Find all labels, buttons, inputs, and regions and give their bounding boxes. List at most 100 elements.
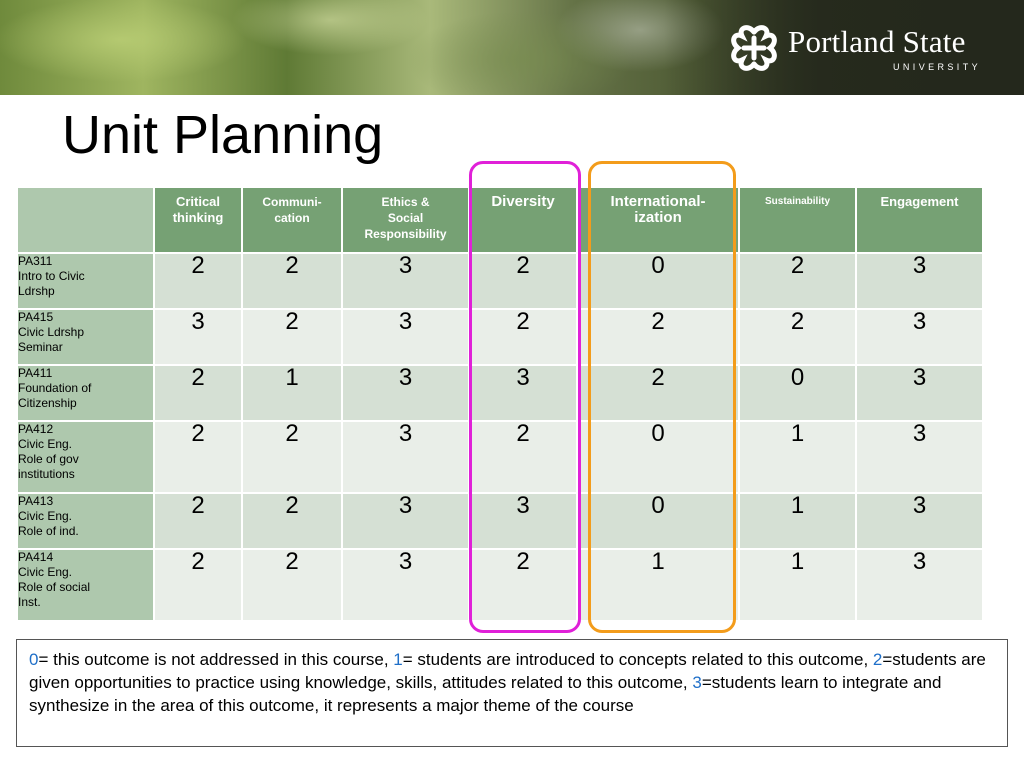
legend-number: 2 (872, 650, 883, 669)
table-row: PA414 Civic Eng. Role of social Inst. 2 2 3 2 1 1… (16, 548, 984, 622)
score-cell: 2 (468, 252, 578, 310)
legend-text: =students learn to integrate and synthes… (29, 673, 942, 715)
score-cell: 0 (576, 420, 740, 494)
column-header: International-ization (576, 186, 740, 254)
column-header-line: Engagement (880, 194, 959, 209)
column-header-line: International- (610, 193, 706, 210)
score-cell: 1 (738, 420, 857, 494)
score-cell: 2 (153, 548, 243, 622)
course-line: Civic Ldrshp (18, 325, 85, 339)
course-line: PA414 (18, 550, 54, 564)
score-cell: 1 (738, 548, 857, 622)
corner-cell (16, 186, 155, 254)
score-cell: 2 (576, 308, 740, 366)
slide-title: Unit Planning (62, 105, 384, 165)
column-header-line: Ethics & (381, 195, 430, 209)
column-header: Sustainability (738, 186, 857, 254)
column-header-line: cation (274, 211, 310, 225)
course-line: PA412 (18, 422, 54, 436)
course-line: Citizenship (18, 396, 77, 410)
score-cell: 3 (855, 308, 984, 366)
score-cell: 3 (341, 308, 470, 366)
score-cell: 2 (468, 420, 578, 494)
score-cell: 2 (241, 420, 343, 494)
score-cell: 0 (576, 252, 740, 310)
course-cell: PA414 Civic Eng. Role of social Inst. (16, 548, 155, 622)
score-cell: 3 (341, 420, 470, 494)
column-header-line: Diversity (491, 193, 555, 210)
table-row: PA415 Civic Ldrshp Seminar 3 2 3 2 2 2 3 (16, 308, 984, 366)
score-cell: 3 (341, 492, 470, 550)
score-cell: 3 (855, 420, 984, 494)
course-cell: PA413 Civic Eng. Role of ind. (16, 492, 155, 550)
logo-subtitle: UNIVERSITY (893, 62, 982, 72)
course-line: Civic Eng. (18, 565, 73, 579)
table-row: PA411 Foundation of Citizenship 2 1 3 3 2 0 3 (16, 364, 984, 422)
column-header: Ethics & Social Responsibility (341, 186, 470, 254)
score-cell: 3 (855, 252, 984, 310)
course-line: Seminar (18, 340, 63, 354)
score-cell: 0 (576, 492, 740, 550)
portland-state-logo: Portland State UNIVERSITY (728, 22, 998, 78)
table-row: PA413 Civic Eng. Role of ind. 2 2 3 3 0 1 3 (16, 492, 984, 550)
column-header: Engagement (855, 186, 984, 254)
course-line: Role of social (18, 580, 91, 594)
column-header: Critical thinking (153, 186, 243, 254)
header-row: Critical thinking Communi-cation Ethics & So… (16, 186, 984, 254)
score-cell: 2 (576, 364, 740, 422)
legend-text: =students are given opportunities to pra… (29, 650, 986, 692)
course-cell: PA415 Civic Ldrshp Seminar (16, 308, 155, 366)
legend-box: 0= this outcome is not addressed in this… (16, 639, 1008, 747)
score-cell: 2 (241, 252, 343, 310)
score-cell: 3 (855, 364, 984, 422)
logo-name: Portland State (788, 24, 966, 59)
table-row: PA412 Civic Eng. Role of gov institutions 2 2… (16, 420, 984, 494)
score-cell: 3 (341, 252, 470, 310)
legend-number: 0 (29, 650, 39, 669)
score-cell: 1 (576, 548, 740, 622)
column-header-line: Sustainability (764, 196, 830, 207)
course-line: Foundation of (18, 381, 92, 395)
score-cell: 2 (153, 420, 243, 494)
course-line: PA311 (18, 254, 53, 268)
course-cell: PA311 Intro to Civic Ldrshp (16, 252, 155, 310)
score-cell: 0 (738, 364, 857, 422)
score-cell: 1 (241, 364, 343, 422)
column-header: Diversity (468, 186, 578, 254)
score-cell: 2 (468, 548, 578, 622)
score-cell: 2 (241, 548, 343, 622)
course-line: Civic Eng. (18, 509, 73, 523)
score-cell: 2 (738, 308, 857, 366)
score-cell: 2 (153, 364, 243, 422)
course-line: Civic Eng. (18, 437, 73, 451)
course-line: PA413 (18, 494, 54, 508)
legend-number: 3 (692, 673, 702, 692)
score-cell: 2 (738, 252, 857, 310)
score-cell: 3 (468, 492, 578, 550)
score-cell: 2 (153, 252, 243, 310)
score-cell: 3 (855, 492, 984, 550)
score-cell: 3 (153, 308, 243, 366)
course-line: Role of gov (18, 452, 79, 466)
legend-text: = this outcome is not addressed in this … (38, 650, 394, 669)
table-row: PA311 Intro to Civic Ldrshp 2 2 3 2 0 2 3 (16, 252, 984, 310)
course-line: PA415 (18, 310, 54, 324)
column-header-line: thinking (172, 210, 224, 225)
column-header-line: Communi- (262, 195, 322, 209)
course-cell: PA411 Foundation of Citizenship (16, 364, 155, 422)
column-header-line: ization (634, 209, 682, 226)
course-line: PA411 (18, 366, 53, 380)
legend-text: = students are introduced to concepts re… (402, 650, 873, 669)
score-cell: 3 (468, 364, 578, 422)
psu-logo-icon (731, 25, 777, 71)
column-header-line: Critical (175, 194, 221, 209)
column-header-line: Responsibility (364, 227, 447, 241)
score-cell: 2 (468, 308, 578, 366)
score-cell: 3 (341, 364, 470, 422)
column-header-line: Social (387, 211, 424, 225)
score-cell: 1 (738, 492, 857, 550)
course-line: Ldrshp (18, 284, 55, 298)
outcomes-table: Critical thinking Communi-cation Ethics & So… (16, 186, 984, 622)
score-cell: 3 (855, 548, 984, 622)
course-line: institutions (18, 467, 75, 481)
